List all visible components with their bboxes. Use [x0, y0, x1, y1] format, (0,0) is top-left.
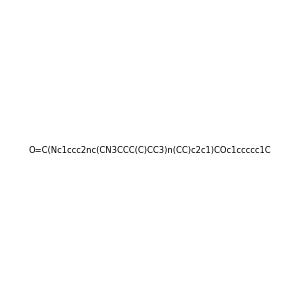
Text: O=C(Nc1ccc2nc(CN3CCC(C)CC3)n(CC)c2c1)COc1ccccc1C: O=C(Nc1ccc2nc(CN3CCC(C)CC3)n(CC)c2c1)COc… [29, 146, 271, 154]
